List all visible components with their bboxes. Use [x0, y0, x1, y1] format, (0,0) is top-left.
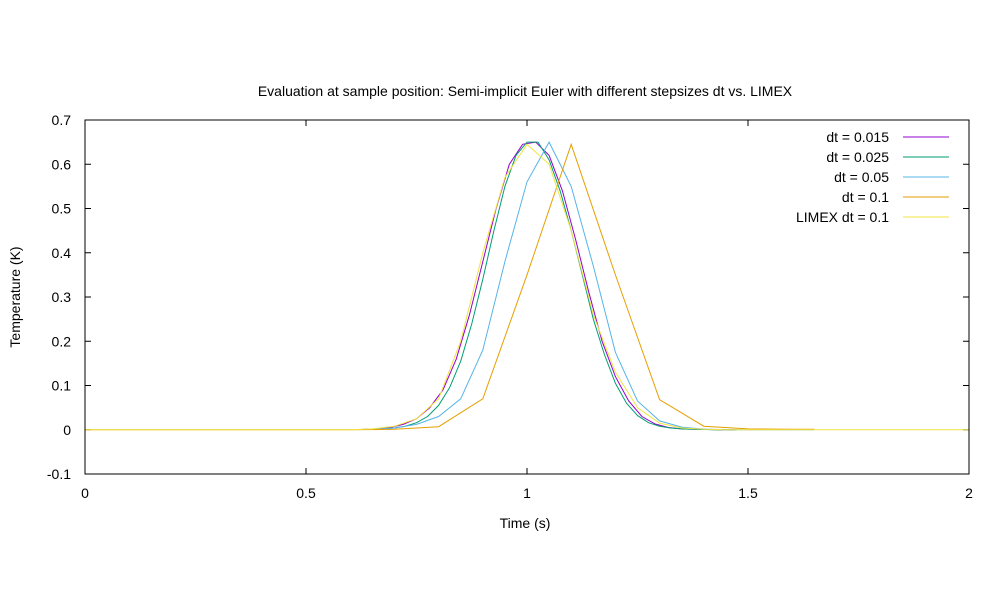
series-line-5: [85, 143, 969, 431]
chart-title: Evaluation at sample position: Semi-impl…: [258, 83, 793, 99]
y-tick-label: 0: [63, 422, 71, 438]
y-axis-label: Temperature (K): [7, 246, 23, 347]
x-tick-label: 1.5: [738, 485, 758, 501]
x-axis: 0 0.5 1 1.5 2: [81, 120, 973, 501]
legend-label-1: dt = 0.015: [826, 129, 889, 145]
series-line-2: [361, 141, 737, 431]
x-tick-label: 0: [81, 485, 89, 501]
series-line-1: [363, 141, 735, 431]
legend-label-2: dt = 0.025: [826, 149, 889, 165]
x-tick-label: 2: [965, 485, 973, 501]
y-tick-label: 0.4: [52, 245, 72, 261]
x-tick-label: 0.5: [296, 485, 316, 501]
y-tick-label: -0.1: [47, 466, 71, 482]
x-axis-label: Time (s): [500, 515, 551, 531]
plot-frame: [84, 119, 970, 475]
legend-label-5: LIMEX dt = 0.1: [796, 209, 889, 225]
series-line-3: [372, 141, 815, 431]
y-tick-label: 0.6: [52, 156, 72, 172]
legend-label-3: dt = 0.05: [834, 169, 889, 185]
y-tick-label: 0.7: [52, 112, 72, 128]
y-tick-label: 0.5: [52, 201, 72, 217]
legend: dt = 0.015 dt = 0.025 dt = 0.05 dt = 0.1 LIM…: [796, 129, 949, 225]
y-tick-label: 0.2: [52, 333, 72, 349]
x-tick-label: 1: [523, 485, 531, 501]
y-tick-label: 0.3: [52, 289, 72, 305]
legend-label-4: dt = 0.1: [842, 189, 889, 205]
y-axis: -0.1 0 0.1 0.2 0.3 0.4 0.5 0.6 0.7: [47, 112, 969, 482]
plot-series: [85, 141, 969, 431]
y-tick-label: 0.1: [52, 378, 72, 394]
